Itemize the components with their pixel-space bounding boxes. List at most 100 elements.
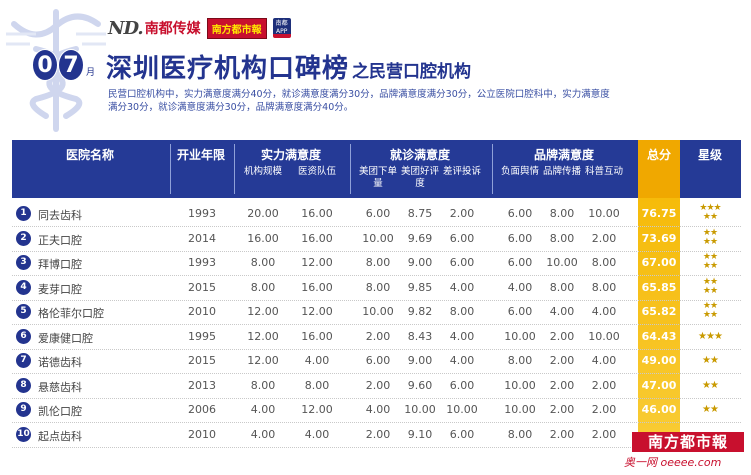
hospital-name: 同去齿科 [38,209,82,222]
header-rating: 美团好评度 [400,166,439,189]
cell-orders: 10.00 [362,231,394,245]
cell-rating: 9.10 [407,427,433,441]
hospital-name: 麦芽口腔 [38,282,82,296]
cell-staff: 16.00 [301,207,333,220]
cell-year: 1993 [188,256,216,269]
cell-staff: 12.00 [301,256,333,269]
cell-science: 10.00 [588,207,620,220]
star-rating-icon: ★★ [702,404,719,415]
cell-year: 2015 [188,280,216,294]
cell-rating: 8.43 [407,329,433,343]
header-negative: 负面舆情 [500,166,539,177]
header-logos: ND. 南都传媒 南方都市報 南都 APP [108,16,291,40]
table-row: 7 诺德齿科 2015 12.00 4.00 6.00 9.00 4.00 8.00 2.00 4.… [12,349,741,374]
cell-staff: 16.00 [301,231,333,245]
star-rating-icon: ★★ ★★ [702,252,718,271]
cell-spread: 4.00 [549,305,575,318]
header-spread: 品牌传播 [542,166,581,177]
header-orders: 美团下单量 [358,166,397,189]
rank-badge: 5 [16,304,31,319]
star-rating-icon: ★★★ [698,330,723,342]
cell-science: 2.00 [591,427,617,441]
rank-badge: 1 [16,206,31,221]
table-row: 6 爱康健口腔 1995 12.00 16.00 2.00 8.43 4.00 10.00 2.0… [12,325,741,350]
cell-complaints: 8.00 [449,305,475,318]
page-subtitle: 之民营口腔机构 [352,62,471,82]
cell-spread: 10.00 [546,256,578,269]
header-scale: 机构规模 [243,166,282,177]
cell-spread: 8.00 [549,280,575,294]
header-hospital: 医院名称 [65,148,114,162]
cell-negative: 10.00 [504,403,536,416]
cell-orders: 2.00 [365,378,391,392]
cell-complaints: 6.00 [449,256,475,269]
cell-negative: 6.00 [507,256,533,269]
cell-negative: 6.00 [507,207,533,220]
star-rating-icon: ★★★ ★★ [699,203,721,222]
cell-science: 8.00 [591,256,617,269]
cell-scale: 16.00 [247,231,279,245]
header-science: 科普互动 [584,166,623,177]
cell-spread: 2.00 [549,354,575,367]
cell-negative: 6.00 [507,231,533,245]
cell-science: 2.00 [591,378,617,392]
table-row: 2 正夫口腔 2014 16.00 16.00 10.00 9.69 6.00 6.00 8.00… [12,227,741,252]
cell-negative: 4.00 [507,280,533,294]
cell-year: 2015 [188,354,216,367]
cell-complaints: 4.00 [449,280,475,294]
hospital-name: 起点齿科 [38,429,82,443]
cell-rating: 9.00 [407,354,433,367]
cell-staff: 4.00 [304,427,330,441]
star-rating-icon: ★★ [702,379,719,391]
cell-science: 4.00 [591,354,617,367]
cell-complaints: 10.00 [446,403,478,416]
month-suffix: 月 [86,68,96,78]
cell-scale: 12.00 [247,305,279,318]
table-header: 医院名称 开业年限 实力满意度 机构规模 医资队伍 就诊满意度 美团下单量 美团… [12,140,741,198]
cell-rating: 9.00 [407,256,433,269]
month-digit: 0 [33,50,57,80]
cell-negative: 6.00 [507,305,533,318]
page-title: 深圳医疗机构口碑榜 [106,54,350,84]
cell-staff: 4.00 [304,354,330,367]
cell-negative: 8.00 [507,427,533,441]
cell-science: 4.00 [591,305,617,318]
month-badge: 0 7 月 [33,50,95,80]
rank-badge: 8 [16,377,31,393]
header-staff: 医资队伍 [297,166,336,177]
cell-orders: 8.00 [365,280,391,294]
cell-orders: 10.00 [362,305,394,318]
rank-badge: 7 [16,353,31,368]
watermark-newspaper: 南方都市報 [632,432,744,452]
table-row: 8 悬慈齿科 2013 8.00 8.00 2.00 9.60 6.00 10.00 2.00 2.… [12,374,741,399]
cell-negative: 10.00 [504,329,536,343]
table-row: 10 起点齿科 2010 4.00 4.00 2.00 9.10 6.00 8.00 2.00 2.… [12,423,741,448]
hospital-name: 爱康健口腔 [38,331,93,345]
cell-scale: 12.00 [247,354,279,367]
header-star: 星级 [697,148,722,162]
cell-spread: 8.00 [549,231,575,245]
cell-total: 46.00 [641,403,677,416]
cell-scale: 8.00 [250,378,276,392]
cell-scale: 20.00 [247,207,279,220]
cell-scale: 4.00 [250,427,276,441]
cell-scale: 8.00 [250,256,276,269]
watermark-site: 奥一网 oeeee.com [624,456,722,469]
table-row: 1 同去齿科 1993 20.00 16.00 6.00 8.75 2.00 6.00 8.00 1… [12,202,741,227]
cell-rating: 10.00 [404,403,436,416]
cell-spread: 8.00 [549,207,575,220]
cell-complaints: 4.00 [449,354,475,367]
rank-badge: 6 [16,328,31,344]
hospital-name: 诺德齿科 [38,356,82,369]
hospital-name: 悬慈齿科 [38,380,82,394]
cell-spread: 2.00 [549,329,575,343]
cell-orders: 6.00 [365,207,391,220]
newspaper-logo: 南方都市報 [206,17,267,39]
cell-year: 2006 [188,403,216,416]
cell-year: 2010 [188,305,216,318]
cell-rating: 9.82 [407,305,433,318]
cell-staff: 12.00 [301,305,333,318]
rank-badge: 4 [16,279,31,295]
cell-science: 2.00 [591,403,617,416]
